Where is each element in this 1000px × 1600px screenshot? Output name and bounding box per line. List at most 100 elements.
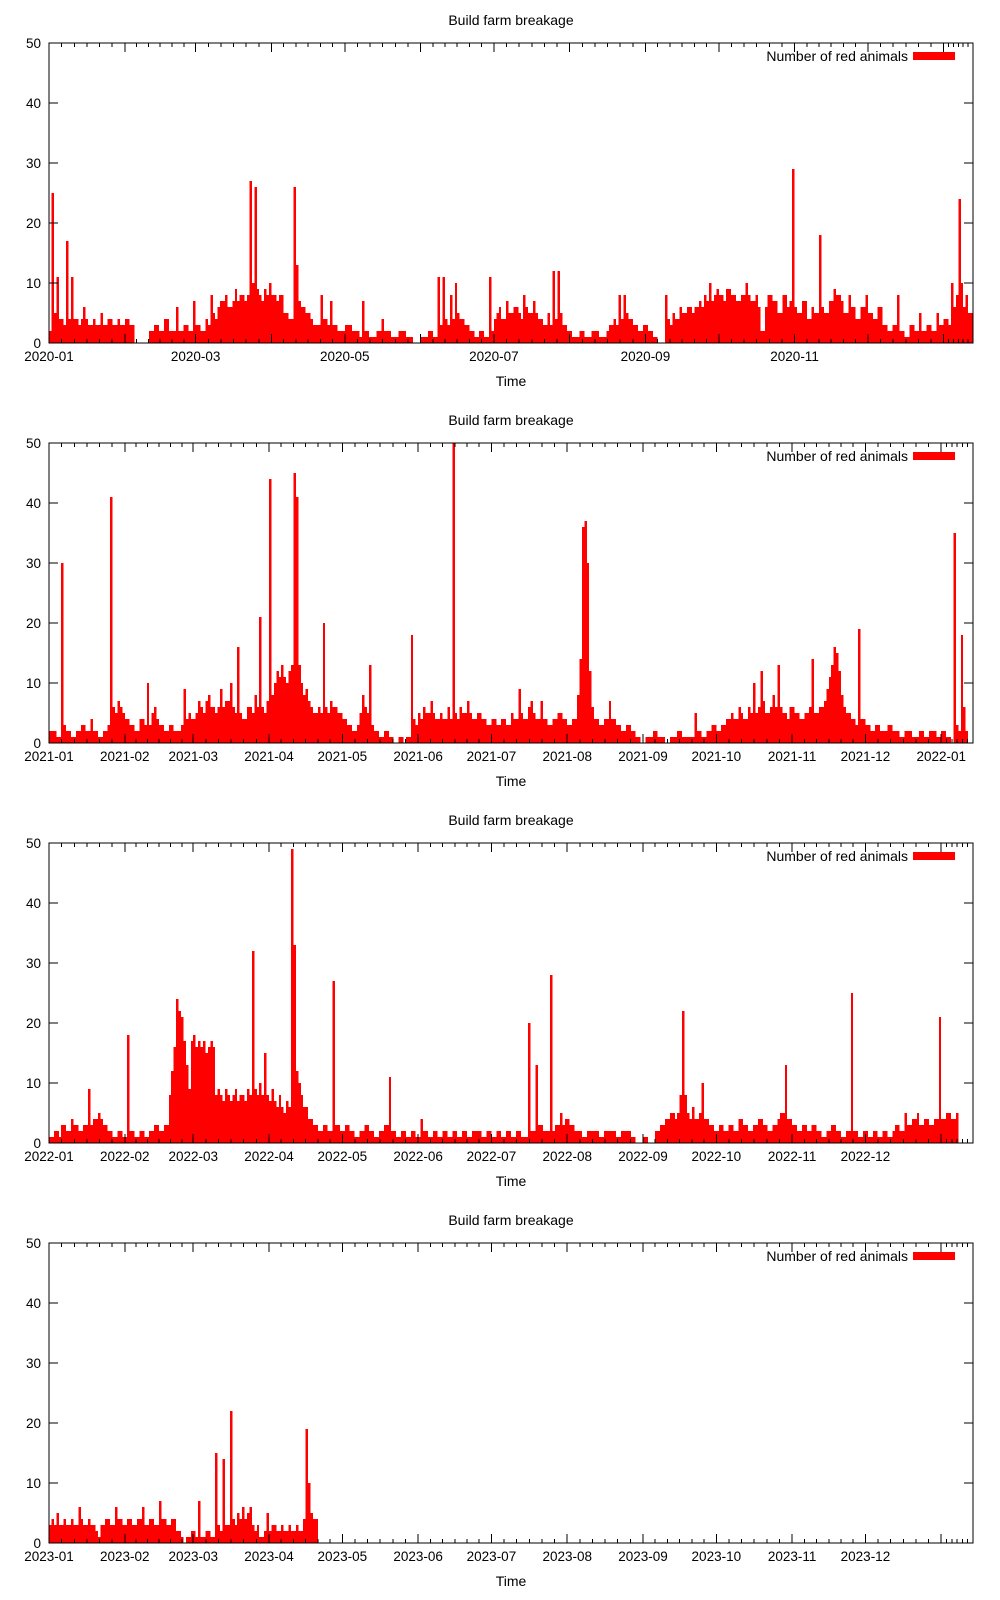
- x-tick-label: 2021-10: [692, 749, 742, 764]
- x-tick-label: 2021-02: [100, 749, 150, 764]
- chart-title: Build farm breakage: [448, 1212, 574, 1228]
- y-tick-label: 30: [26, 556, 41, 571]
- x-tick-label: 2021-03: [168, 749, 218, 764]
- y-tick-label: 50: [26, 1236, 41, 1251]
- x-tick-label: 2020-11: [770, 349, 819, 364]
- y-tick-label: 10: [26, 676, 41, 691]
- x-tick-label: 2020-05: [320, 349, 370, 364]
- chart-svg-2022: 0 10 20 30 40 50 2022-01 2022-02 2022-03 2022-04 2…: [24, 812, 974, 1189]
- legend-swatch: [913, 852, 955, 860]
- x-tick-label: 2023-07: [467, 1549, 517, 1564]
- x-tick-label: 2022-07: [467, 1149, 517, 1164]
- chart-svg-2021: 0 10 20 30 40 50 2021-01 2021-02 2021-03 2021-04 2…: [24, 412, 974, 789]
- x-tick-label: 2022-01: [916, 749, 966, 764]
- legend-label: Number of red animals: [766, 1248, 908, 1264]
- legend-swatch: [913, 1252, 955, 1260]
- y-tick-label: 40: [26, 496, 41, 511]
- chart-title: Build farm breakage: [448, 812, 574, 828]
- chart-block-2021: 0 10 20 30 40 50 2021-01 2021-02 2021-03 2021-04 2…: [0, 400, 1000, 800]
- x-tick-label: 2023-05: [318, 1549, 368, 1564]
- y-tick-label: 10: [26, 1476, 41, 1491]
- x-tick-label: 2021-04: [244, 749, 294, 764]
- chart-title: Build farm breakage: [448, 412, 574, 428]
- data-series-red-animals: [49, 1411, 973, 1543]
- legend-label: Number of red animals: [766, 448, 908, 464]
- plot-area-2020: 0 10 20 30 40 50 2020-01 2020-03 2020-05 2020-07 2…: [24, 36, 974, 364]
- plot-area-2023: 0 10 20 30 40 50 2023-01 2023-02 2023-03 2023-04 2…: [24, 1236, 974, 1564]
- y-tick-label: 30: [26, 1356, 41, 1371]
- chart-title: Build farm breakage: [448, 12, 574, 28]
- x-tick-label: 2020-03: [171, 349, 221, 364]
- y-tick-label: 0: [33, 1536, 41, 1551]
- legend-label: Number of red animals: [766, 48, 908, 64]
- y-tick-label: 50: [26, 436, 41, 451]
- data-series-red-animals: [49, 849, 973, 1143]
- x-tick-label: 2022-05: [318, 1149, 368, 1164]
- x-tick-label: 2022-03: [168, 1149, 218, 1164]
- y-tick-label: 0: [33, 336, 41, 351]
- x-tick-label: 2021-07: [467, 749, 517, 764]
- legend-label: Number of red animals: [766, 848, 908, 864]
- x-tick-label: 2023-04: [244, 1549, 294, 1564]
- x-tick-label: 2022-06: [393, 1149, 443, 1164]
- x-tick-label: 2023-03: [168, 1549, 218, 1564]
- data-series-red-animals: [49, 443, 973, 743]
- x-tick-label: 2021-06: [393, 749, 443, 764]
- x-axis-label: Time: [496, 373, 527, 389]
- x-tick-label: 2021-05: [318, 749, 368, 764]
- x-tick-label: 2023-10: [692, 1549, 742, 1564]
- plot-area-2022: 0 10 20 30 40 50 2022-01 2022-02 2022-03 2022-04 2…: [24, 836, 974, 1164]
- x-tick-label: 2022-02: [100, 1149, 150, 1164]
- x-tick-label: 2022-08: [542, 1149, 592, 1164]
- x-tick-label: 2021-08: [542, 749, 592, 764]
- x-axis-label: Time: [496, 773, 527, 789]
- chart-block-2023: 0 10 20 30 40 50 2023-01 2023-02 2023-03 2023-04 2…: [0, 1200, 1000, 1600]
- x-tick-label: 2021-09: [618, 749, 668, 764]
- chart-svg-2023: 0 10 20 30 40 50 2023-01 2023-02 2023-03 2023-04 2…: [24, 1212, 974, 1589]
- plot-frame: [48, 442, 974, 744]
- y-tick-label: 20: [26, 1416, 41, 1431]
- y-tick-label: 40: [26, 96, 41, 111]
- x-tick-label: 2020-01: [24, 349, 74, 364]
- y-tick-label: 0: [33, 736, 41, 751]
- x-tick-label: 2022-12: [841, 1149, 891, 1164]
- chart-block-2020: 0 10 20 30 40 50 2020-01 2020-03 2020-05 2020-07 2…: [0, 0, 1000, 400]
- y-tick-label: 40: [26, 1296, 41, 1311]
- x-tick-label: 2022-11: [768, 1149, 817, 1164]
- x-tick-label: 2022-01: [24, 1149, 74, 1164]
- x-tick-label: 2023-11: [768, 1549, 817, 1564]
- y-tick-label: 50: [26, 836, 41, 851]
- x-tick-label: 2022-10: [692, 1149, 742, 1164]
- y-tick-label: 10: [26, 276, 41, 291]
- chart-svg-2020: 0 10 20 30 40 50 2020-01 2020-03 2020-05 2020-07 2…: [24, 12, 974, 389]
- y-tick-label: 20: [26, 216, 41, 231]
- x-tick-label: 2022-09: [618, 1149, 668, 1164]
- plot-frame: [48, 42, 974, 344]
- y-tick-label: 30: [26, 156, 41, 171]
- x-axis-label: Time: [496, 1573, 527, 1589]
- y-tick-label: 10: [26, 1076, 41, 1091]
- x-tick-label: 2023-06: [393, 1549, 443, 1564]
- plot-frame: [48, 842, 974, 1144]
- x-tick-label: 2023-01: [24, 1549, 74, 1564]
- data-series-red-animals: [49, 169, 973, 343]
- chart-block-2022: 0 10 20 30 40 50 2022-01 2022-02 2022-03 2022-04 2…: [0, 800, 1000, 1200]
- y-tick-label: 40: [26, 896, 41, 911]
- y-tick-label: 50: [26, 36, 41, 51]
- x-tick-label: 2021-12: [841, 749, 891, 764]
- x-tick-label: 2020-09: [621, 349, 671, 364]
- x-tick-label: 2023-09: [618, 1549, 668, 1564]
- y-tick-label: 0: [33, 1136, 41, 1151]
- y-tick-label: 20: [26, 616, 41, 631]
- legend-swatch: [913, 452, 955, 460]
- x-tick-label: 2020-07: [469, 349, 519, 364]
- plot-area-2021: 0 10 20 30 40 50 2021-01 2021-02 2021-03 2021-04 2…: [24, 436, 974, 764]
- x-tick-label: 2023-02: [100, 1549, 150, 1564]
- y-tick-label: 30: [26, 956, 41, 971]
- x-tick-label: 2021-11: [768, 749, 817, 764]
- x-tick-label: 2022-04: [244, 1149, 294, 1164]
- plot-frame: [48, 1242, 974, 1544]
- x-tick-label: 2021-01: [24, 749, 74, 764]
- x-axis-label: Time: [496, 1173, 527, 1189]
